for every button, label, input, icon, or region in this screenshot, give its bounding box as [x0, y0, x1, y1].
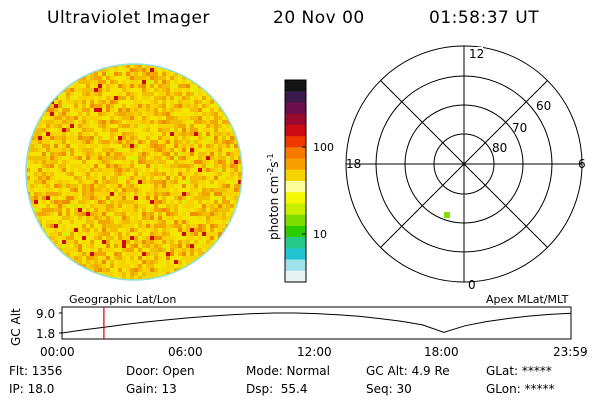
x-tick-0000: 00:00	[40, 345, 75, 359]
flight-value: Flt: 1356	[9, 364, 63, 378]
colorbar-band	[285, 237, 306, 249]
colorbar-band	[285, 102, 306, 115]
colorbar-band	[285, 136, 306, 148]
x-tick-1800: 18:00	[424, 345, 459, 359]
apex-label: Apex MLat/MLT	[486, 293, 569, 306]
colorbar-band	[285, 259, 306, 272]
colorbar-band	[285, 225, 306, 238]
gc-alt-value: GC Alt: 4.9 Re	[366, 364, 450, 378]
mlat-label-80: 80	[492, 141, 507, 155]
glat-value: GLat: *****	[486, 364, 552, 378]
date-label: 20 Nov 00	[273, 8, 365, 28]
time-label: 01:58:37 UT	[429, 8, 540, 28]
colorbar-band	[285, 113, 306, 126]
colorbar-band	[285, 91, 306, 104]
mlt-label-0: 0	[468, 278, 476, 292]
mlt-label-6: 6	[578, 157, 586, 171]
ip-value: IP: 18.0	[9, 382, 55, 396]
gain-value: Gain: 13	[126, 382, 177, 396]
colorbar-band	[285, 192, 306, 205]
sequence-value: Seq: 30	[366, 382, 412, 396]
alt-tick-9: 9.0	[36, 307, 55, 321]
colorbar-unit-label: photon cm-2s-1	[266, 153, 281, 240]
colorbar-band	[285, 181, 306, 193]
alt-tick-1-8: 1.8	[36, 327, 55, 341]
x-tick-1200: 12:00	[297, 345, 332, 359]
colorbar-tick-10: 10	[313, 228, 327, 241]
instrument-title: Ultraviolet Imager	[47, 8, 210, 28]
mlt-label-18: 18	[346, 157, 361, 171]
colorbar-band	[285, 248, 306, 261]
colorbar-band	[285, 270, 306, 283]
geographic-label: Geographic Lat/Lon	[69, 293, 176, 306]
uv-image-disk	[25, 63, 243, 281]
orbit-strip: Geographic Lat/Lon Apex MLat/MLT GC Alt …	[9, 293, 588, 359]
mlat-label-70: 70	[512, 121, 527, 135]
colorbar-band	[285, 203, 306, 216]
altitude-curve	[61, 312, 572, 334]
colorbar-tick-100: 100	[313, 141, 334, 154]
colorbar-band	[285, 124, 306, 137]
satellite-position-marker	[444, 212, 450, 218]
x-tick-0600: 06:00	[168, 345, 203, 359]
door-status: Door: Open	[126, 364, 195, 378]
colorbar-band	[285, 169, 306, 182]
colorbar-band	[285, 158, 306, 171]
dsp-value: Dsp: 55.4	[246, 382, 308, 396]
x-tick-2359: 23:59	[553, 345, 588, 359]
gc-alt-axis-title: GC Alt	[9, 308, 23, 346]
glon-value: GLon: *****	[486, 382, 555, 396]
clock-label-bg	[467, 47, 483, 60]
colorbar-band	[285, 80, 306, 92]
polar-grid	[345, 45, 583, 283]
color-bar: 100 10 photon cm-2s-1	[266, 79, 334, 283]
mode-value: Mode: Normal	[246, 364, 330, 378]
colorbar-band	[285, 214, 306, 227]
mlt-label-12: 12	[469, 47, 484, 61]
mlat-label-60: 60	[536, 99, 551, 113]
colorbar-band	[285, 147, 306, 160]
